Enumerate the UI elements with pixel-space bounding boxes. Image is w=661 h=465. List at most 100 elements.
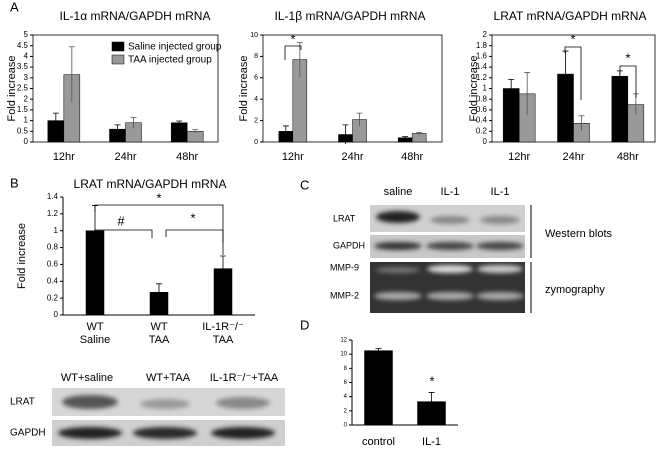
panel-label: A bbox=[10, 0, 19, 14]
band bbox=[374, 292, 422, 300]
y-tick-label: 1.4 bbox=[476, 62, 488, 71]
y-tick-label: 4.5 bbox=[17, 41, 29, 50]
lane-label: saline bbox=[384, 186, 413, 198]
bar bbox=[611, 75, 629, 143]
band bbox=[140, 399, 190, 409]
y-tick-label: 0.8 bbox=[476, 94, 488, 103]
lane-label: WT+saline bbox=[61, 372, 113, 384]
y-tick-label: 2 bbox=[24, 94, 29, 103]
band bbox=[476, 242, 524, 250]
annotation: * bbox=[429, 373, 434, 388]
x-tick-label: 24hr bbox=[341, 151, 364, 163]
legend-swatch bbox=[111, 54, 125, 65]
error-bar bbox=[342, 124, 349, 145]
y-tick-label: 2 bbox=[483, 30, 488, 39]
error-bar bbox=[192, 129, 199, 134]
y-tick-label: 3 bbox=[24, 73, 29, 82]
x-tick-label: IL-1 bbox=[422, 436, 441, 448]
row-label: GAPDH bbox=[10, 428, 46, 439]
bar bbox=[364, 350, 393, 426]
y-tick-label: 1.6 bbox=[476, 52, 488, 61]
y-tick-label: 0.5 bbox=[17, 126, 29, 135]
y-tick-label: 1.4 bbox=[47, 192, 59, 201]
y-tick-label: 4 bbox=[344, 394, 348, 400]
bar bbox=[170, 122, 188, 143]
y-tick-label: 0 bbox=[254, 139, 258, 146]
y-tick-label: 3.5 bbox=[17, 62, 29, 71]
y-tick-label: 0.6 bbox=[47, 260, 59, 269]
y-axis-label: Fold increase bbox=[16, 223, 28, 289]
y-tick-label: 8 bbox=[344, 366, 348, 372]
x-tick-label: 48hr bbox=[401, 151, 424, 163]
annotation: * bbox=[625, 50, 630, 65]
x-tick-label: control bbox=[361, 436, 396, 448]
y-tick-label: 6 bbox=[344, 380, 348, 386]
x-tick-label: 48hr bbox=[616, 151, 639, 163]
chart-title: LRAT mRNA/GAPDH mRNA bbox=[494, 9, 647, 23]
band bbox=[374, 242, 422, 250]
chart-title: IL-1α mRNA/GAPDH mRNA bbox=[60, 9, 211, 23]
significance-bracket bbox=[94, 229, 153, 238]
y-tick-label: 4 bbox=[24, 52, 29, 61]
band bbox=[376, 211, 420, 223]
significance-bracket bbox=[94, 204, 224, 255]
error-bar bbox=[402, 136, 409, 139]
error-bar bbox=[114, 124, 121, 134]
error-bar bbox=[375, 348, 382, 353]
y-tick-label: 0.4 bbox=[47, 276, 59, 285]
x-tick-label: 12hr bbox=[281, 151, 304, 163]
significance-bracket bbox=[284, 45, 302, 60]
error-bar bbox=[68, 46, 75, 103]
band bbox=[426, 242, 474, 250]
y-tick-label: 2.5 bbox=[17, 84, 29, 93]
y-tick-label: 0.2 bbox=[47, 293, 59, 302]
y-tick-label: 0.2 bbox=[476, 126, 488, 135]
y-tick-label: 0.8 bbox=[47, 243, 59, 252]
y-tick-label: 0 bbox=[54, 310, 59, 319]
group-label: zymography bbox=[545, 284, 605, 296]
band bbox=[133, 427, 197, 439]
error-bar bbox=[356, 112, 363, 126]
x-tick-label: WT TAA bbox=[148, 321, 170, 346]
y-tick-label: 2 bbox=[344, 408, 348, 414]
y-tick-label: 10 bbox=[250, 32, 258, 39]
error-bar bbox=[176, 120, 183, 125]
row-label: MMP-2 bbox=[330, 290, 359, 300]
band bbox=[211, 427, 275, 439]
y-tick-label: 6 bbox=[254, 75, 258, 82]
y-tick-label: 1.8 bbox=[476, 41, 488, 50]
y-tick-label: 5 bbox=[24, 30, 29, 39]
panel-label: B bbox=[10, 175, 19, 190]
band bbox=[62, 395, 118, 409]
error-bar bbox=[296, 42, 303, 77]
significance-bracket bbox=[165, 229, 224, 243]
panel-label: C bbox=[300, 177, 309, 192]
significance-bracket bbox=[564, 46, 582, 100]
y-tick-label: 1.2 bbox=[476, 73, 488, 82]
error-bar bbox=[578, 115, 585, 131]
lane-label: IL-1R⁻/⁻+TAA bbox=[210, 372, 279, 384]
blot-c: C saline IL-1 IL-1 LRAT GAPDH MMP-9 MMP-… bbox=[300, 177, 613, 313]
band bbox=[58, 427, 122, 439]
y-tick-label: 1 bbox=[483, 84, 488, 93]
bar bbox=[411, 133, 427, 143]
x-tick-label: 12hr bbox=[52, 151, 75, 163]
y-tick-label: 2 bbox=[254, 117, 258, 124]
band bbox=[480, 216, 520, 224]
y-tick-label: 1 bbox=[24, 116, 29, 125]
error-bar bbox=[524, 72, 531, 116]
error-bar bbox=[428, 392, 435, 411]
x-tick-label: WT Saline bbox=[79, 321, 111, 346]
y-axis-label: Fold increase bbox=[6, 55, 18, 121]
band bbox=[426, 292, 474, 300]
lane-label: WT+TAA bbox=[146, 372, 191, 384]
lane-label: IL-1 bbox=[491, 186, 510, 198]
significance-bracket bbox=[619, 65, 637, 98]
band bbox=[476, 292, 524, 300]
legend-swatch bbox=[111, 41, 125, 52]
y-tick-label: 0.6 bbox=[476, 105, 488, 114]
error-bar bbox=[562, 50, 569, 98]
y-tick-label: 0 bbox=[24, 137, 29, 146]
